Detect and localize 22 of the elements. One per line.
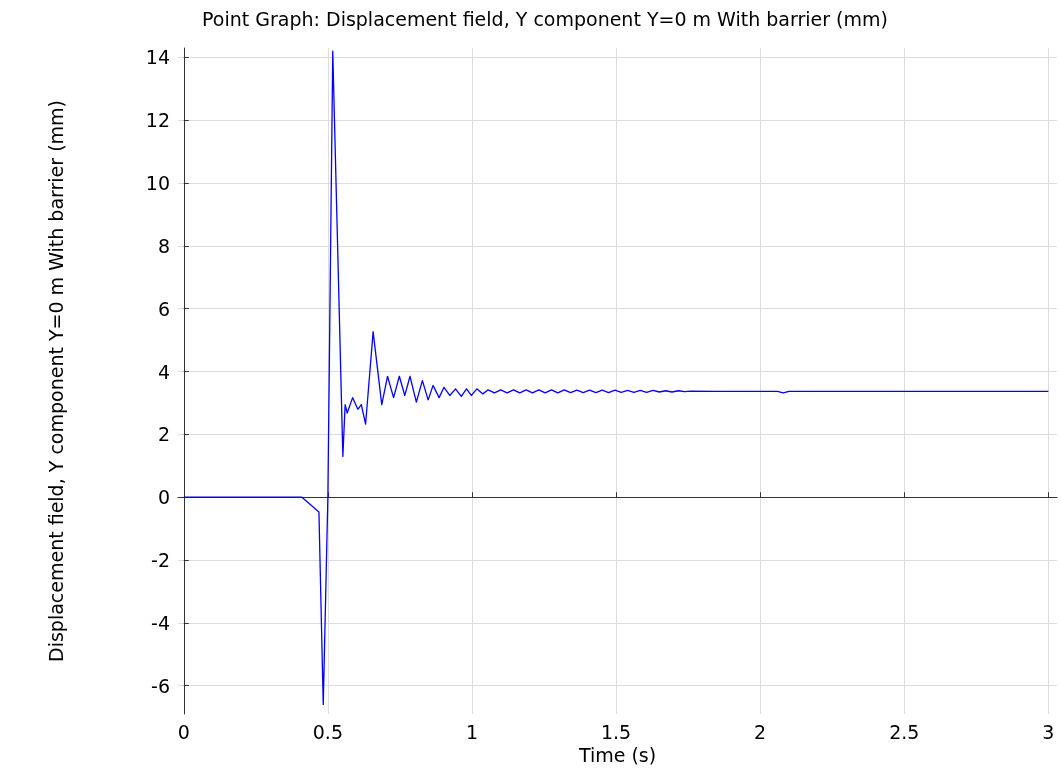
y-tick-label: 10: [145, 172, 170, 195]
y-tick-label: 2: [157, 423, 170, 446]
x-tick-label: 1.5: [600, 720, 632, 743]
x-tick-label: 2.5: [889, 720, 920, 743]
line-series: [183, 50, 1049, 706]
y-tick-label: -6: [151, 674, 170, 697]
y-tick-label: 14: [145, 46, 170, 69]
x-tick-label: 0.5: [312, 720, 343, 743]
x-axis-title: Time (s): [577, 744, 657, 767]
x-tick-label: 3: [1042, 720, 1055, 743]
x-tick-label: 2: [754, 720, 767, 743]
y-tick-label: 8: [157, 234, 170, 257]
y-axis-title: Displacement field, Y component Y=0 m With barrier (mm): [45, 100, 67, 662]
y-tick-label: 6: [157, 297, 170, 320]
y-tick-label: -2: [151, 549, 170, 572]
x-tick-label: 0: [177, 720, 190, 743]
x-tick-label: 1: [465, 720, 479, 743]
chart-title: Point Graph: Displacement field, Y component Y=0 m With barrier (mm): [202, 7, 888, 30]
y-tick-label: -4: [151, 611, 170, 634]
y-tick-label: 12: [145, 109, 170, 132]
y-tick-label: 0: [157, 486, 170, 509]
y-tick-label: 4: [157, 360, 170, 383]
